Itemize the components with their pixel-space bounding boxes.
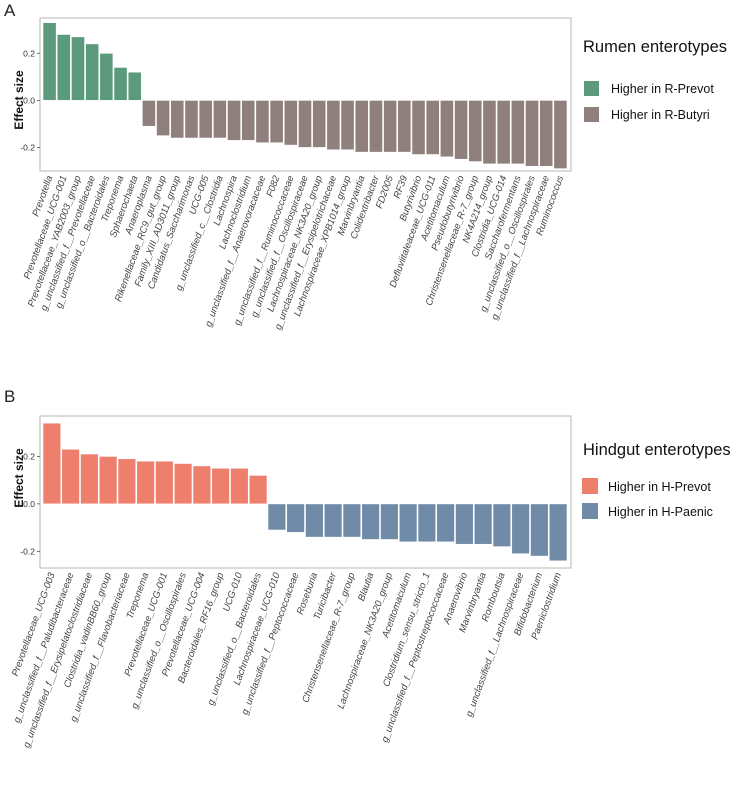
panel-a-bar <box>56 34 71 101</box>
panel-b-bar <box>548 503 568 562</box>
panel-a-bar <box>510 100 525 165</box>
panel-a-bar <box>113 67 128 101</box>
panel-a-bar <box>439 100 454 158</box>
panel-b-legend-swatch-paenic <box>582 503 598 519</box>
panel-b-bar <box>286 503 305 533</box>
panel-a-bar <box>482 100 497 165</box>
panel-a-bar <box>411 100 426 155</box>
panel-a-bar <box>227 100 241 141</box>
panel-a-bar <box>241 100 256 141</box>
panel-b-legend-swatch-prevot <box>582 478 598 494</box>
panel-b-legend-label-paenic: Higher in H-Paenic <box>608 505 713 519</box>
panel-b-bar <box>492 503 512 547</box>
panel-a-bar <box>42 22 57 101</box>
panel-a-bar <box>184 100 199 139</box>
panel-a-bar <box>496 100 511 165</box>
panel-b-bar <box>173 463 193 505</box>
panel-a-legend-label-butyri: Higher in R-Butyri <box>611 108 710 122</box>
panel-b-y-axis-title: Effect size <box>12 448 26 508</box>
panel-b-category-label: Blautia <box>356 571 376 602</box>
panel-a-bar <box>525 100 539 167</box>
panel-a: A Effect size -0.2 0.0 0.2 PrevotellaPrevo… <box>4 1 727 331</box>
panel-a-bar <box>127 71 142 101</box>
panel-a-bar <box>71 36 85 101</box>
panel-a-bar <box>454 100 468 160</box>
panel-a-bar <box>312 100 327 148</box>
panel-a-bar <box>99 53 114 101</box>
panel-a-bar <box>212 100 227 139</box>
panel-b: B Effect size -0.2 0.0 0.2 Prevotellaceae_… <box>4 387 731 749</box>
panel-b-bar <box>417 503 437 543</box>
panel-a-bar <box>142 100 156 127</box>
panel-b-legend-label-prevot: Higher in H-Prevot <box>608 480 711 494</box>
panel-a-bar <box>198 100 213 139</box>
panel-b-bar <box>211 467 230 505</box>
panel-b-label: B <box>4 387 15 406</box>
panel-a-bar <box>255 100 270 144</box>
panel-b-plot-frame <box>39 415 572 569</box>
panel-a-bar <box>354 100 369 153</box>
panel-b-legend-title: Hindgut enterotypes <box>583 441 731 459</box>
panel-a-bar <box>369 100 383 153</box>
panel-b-bar <box>323 503 343 538</box>
panel-a-bar <box>397 100 412 153</box>
panel-b-bar <box>473 503 493 545</box>
panel-b-bar <box>361 503 380 540</box>
panel-b-bar <box>398 503 418 543</box>
panel-b-y-tick-label: 0.2 <box>23 451 35 461</box>
panel-a-bar <box>383 100 398 153</box>
panel-a-bar <box>326 100 341 151</box>
panel-b-bar <box>530 503 549 557</box>
panel-a-bars <box>42 22 568 169</box>
panel-b-bar <box>511 503 530 555</box>
panel-b-bar <box>136 460 155 505</box>
panel-a-legend-swatch-butyri <box>584 107 599 122</box>
panel-b-y-axis: -0.2 0.0 0.2 <box>20 451 40 556</box>
panel-a-bar <box>298 100 312 148</box>
panel-b-bar <box>155 460 174 505</box>
panel-b-y-tick-label: 0.0 <box>23 499 35 509</box>
panel-a-legend: Rumen enterotypes Higher in R-Prevot Hig… <box>583 38 727 122</box>
panel-a-bar <box>85 43 100 101</box>
panel-a-bar <box>539 100 554 167</box>
panel-a-bar <box>283 100 298 146</box>
panel-b-bar <box>98 456 118 505</box>
panel-a-y-tick-label: 0.0 <box>23 95 35 105</box>
panel-a-bar <box>468 100 483 162</box>
panel-b-bar <box>455 503 474 545</box>
panel-a-y-tick-label: 0.2 <box>23 48 35 58</box>
panel-a-y-axis: -0.2 0.0 0.2 <box>20 48 40 152</box>
panel-b-bar <box>267 503 287 531</box>
panel-b-y-tick-label: -0.2 <box>20 546 35 556</box>
panel-a-plot-frame <box>39 17 572 172</box>
panel-b-bar <box>248 475 268 505</box>
panel-a-bar <box>340 100 355 151</box>
panel-a-x-axis-labels: PrevotellaPrevotellaceae_UCG-001Prevotel… <box>22 174 566 332</box>
panel-b-bar <box>117 458 137 505</box>
panel-a-bar <box>170 100 185 139</box>
panel-b-bar <box>61 448 80 505</box>
panel-b-bar <box>436 503 455 543</box>
panel-b-legend: Hindgut enterotypes Higher in H-Prevot H… <box>582 441 731 519</box>
panel-b-bar <box>342 503 362 538</box>
panel-b-bars <box>42 422 568 562</box>
panel-a-legend-swatch-prevot <box>584 81 599 96</box>
panel-b-x-axis-labels: Prevotellaceae_UCG-003g_unclassified_f__… <box>10 571 564 750</box>
panel-a-bar <box>425 100 440 155</box>
panel-a-legend-label-prevot: Higher in R-Prevot <box>611 82 714 96</box>
panel-b-bar <box>230 467 249 505</box>
panel-b-bar <box>305 503 324 538</box>
panel-b-bar <box>42 422 62 505</box>
panel-a-legend-title: Rumen enterotypes <box>583 38 727 56</box>
panel-a-bar <box>269 100 284 144</box>
panel-a-y-axis-title: Effect size <box>12 70 26 130</box>
panel-a-bar <box>553 100 568 169</box>
panel-a-bar <box>156 100 170 136</box>
panel-a-label: A <box>4 1 16 20</box>
panel-b-bar <box>80 453 99 505</box>
panel-a-y-tick-label: -0.2 <box>20 142 35 152</box>
panel-b-bar <box>380 503 399 540</box>
panel-b-bar <box>192 465 212 505</box>
